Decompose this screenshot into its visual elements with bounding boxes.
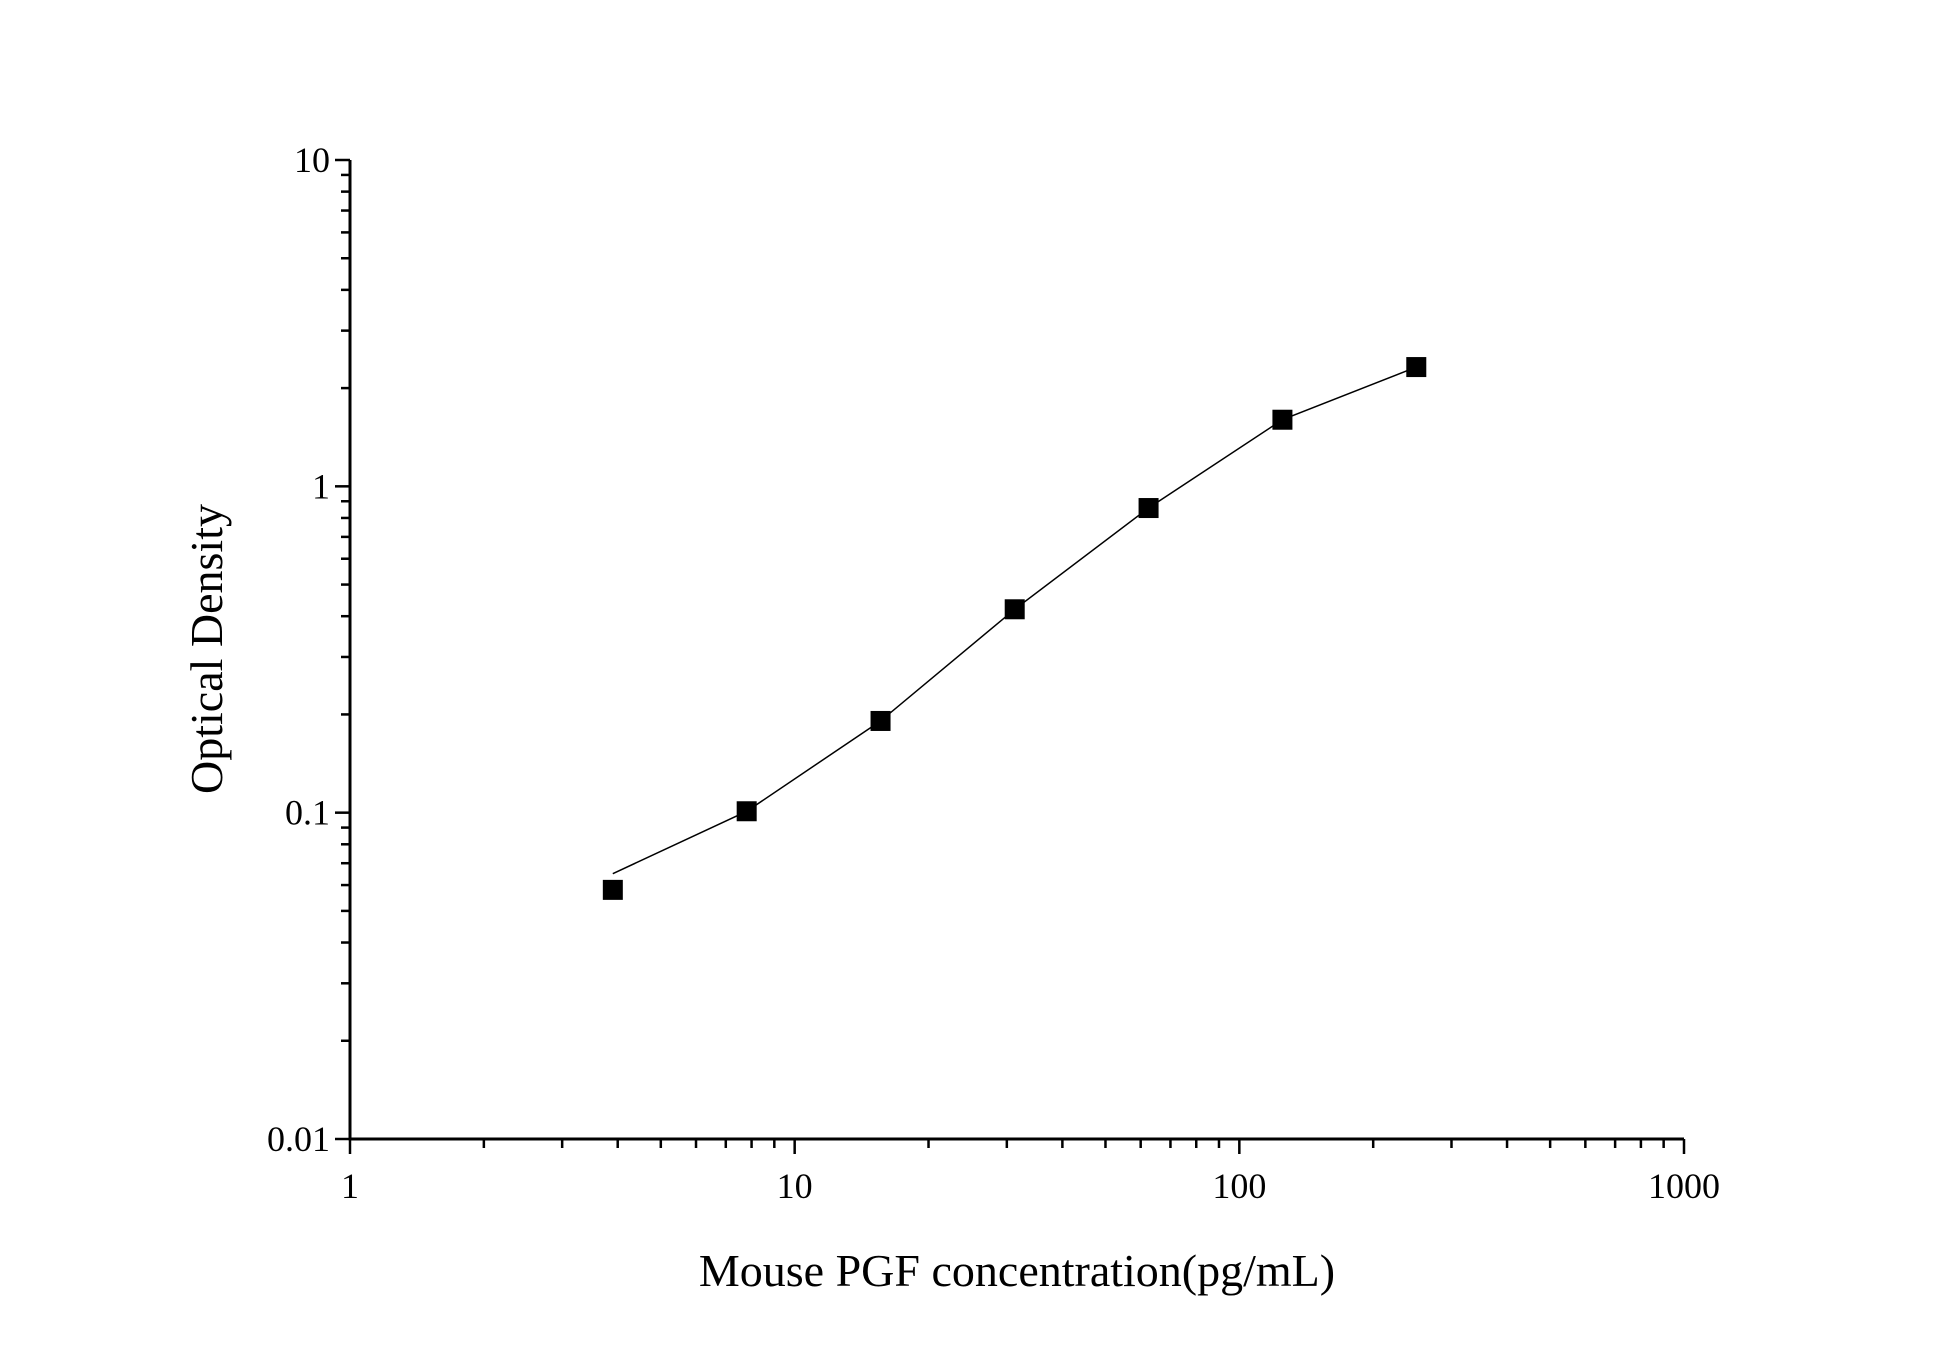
x-tick-label: 1 <box>341 1166 359 1206</box>
x-axis-label: Mouse PGF concentration(pg/mL) <box>699 1245 1335 1296</box>
x-tick-label: 10 <box>777 1166 813 1206</box>
y-tick-label: 1 <box>312 466 330 506</box>
y-axis-label: Optical Density <box>181 504 232 794</box>
ticks: 1 10 100 1000 0.01 0.1 1 10 <box>267 140 1720 1206</box>
data-point <box>1138 498 1159 519</box>
x-tick-label: 100 <box>1212 1166 1266 1206</box>
data-point <box>1004 599 1025 620</box>
marks <box>602 357 1427 900</box>
y-tick-label: 0.1 <box>285 793 330 833</box>
data-point <box>736 801 757 822</box>
y-tick-label: 0.01 <box>267 1119 330 1159</box>
data-point <box>1272 409 1293 430</box>
fit-curve <box>612 366 1417 875</box>
data-point <box>870 710 891 731</box>
data-point <box>1406 357 1427 378</box>
axes <box>348 160 1684 1141</box>
data-point <box>602 879 623 900</box>
x-tick-label: 1000 <box>1648 1166 1720 1206</box>
y-tick-label: 10 <box>294 140 330 180</box>
